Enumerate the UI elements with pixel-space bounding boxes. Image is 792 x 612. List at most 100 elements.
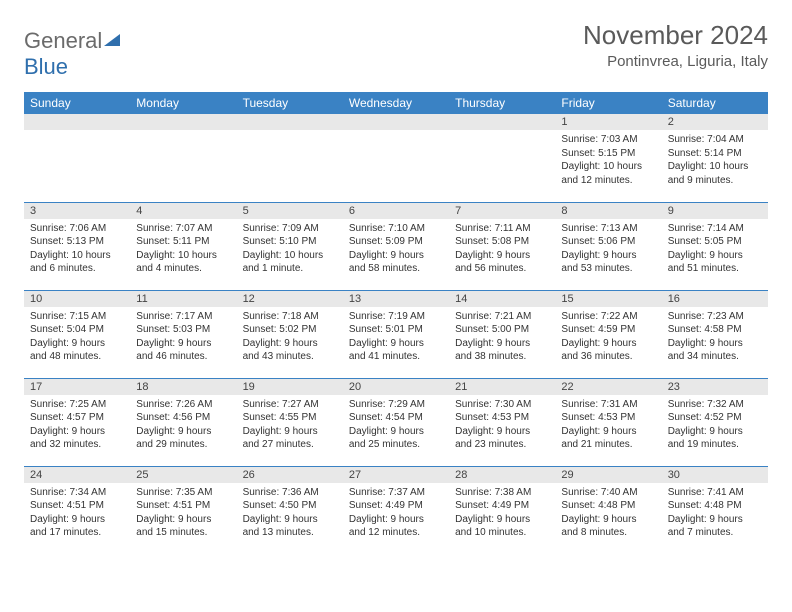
sail-icon	[102, 28, 122, 44]
empty-day-strip	[343, 114, 449, 130]
logo-text: GeneralBlue	[24, 28, 122, 80]
calendar-day: 11Sunrise: 7:17 AMSunset: 5:03 PMDayligh…	[130, 290, 236, 378]
calendar-day-empty	[130, 114, 236, 202]
day-details: Sunrise: 7:26 AMSunset: 4:56 PMDaylight:…	[130, 395, 236, 456]
day-details: Sunrise: 7:35 AMSunset: 4:51 PMDaylight:…	[130, 483, 236, 544]
day-details: Sunrise: 7:29 AMSunset: 4:54 PMDaylight:…	[343, 395, 449, 456]
day-number: 15	[555, 291, 661, 307]
day-details: Sunrise: 7:04 AMSunset: 5:14 PMDaylight:…	[662, 130, 768, 191]
calendar-day: 23Sunrise: 7:32 AMSunset: 4:52 PMDayligh…	[662, 378, 768, 466]
day-number: 6	[343, 203, 449, 219]
day-details: Sunrise: 7:25 AMSunset: 4:57 PMDaylight:…	[24, 395, 130, 456]
calendar-day: 30Sunrise: 7:41 AMSunset: 4:48 PMDayligh…	[662, 466, 768, 554]
weekday-header: Tuesday	[237, 92, 343, 114]
month-title: November 2024	[583, 20, 768, 51]
calendar-day: 19Sunrise: 7:27 AMSunset: 4:55 PMDayligh…	[237, 378, 343, 466]
weekday-header: Wednesday	[343, 92, 449, 114]
calendar-week: 10Sunrise: 7:15 AMSunset: 5:04 PMDayligh…	[24, 290, 768, 378]
day-details: Sunrise: 7:17 AMSunset: 5:03 PMDaylight:…	[130, 307, 236, 368]
day-number: 5	[237, 203, 343, 219]
calendar-day: 18Sunrise: 7:26 AMSunset: 4:56 PMDayligh…	[130, 378, 236, 466]
calendar-week: 17Sunrise: 7:25 AMSunset: 4:57 PMDayligh…	[24, 378, 768, 466]
day-number: 22	[555, 379, 661, 395]
day-number: 2	[662, 114, 768, 130]
weekday-header-row: SundayMondayTuesdayWednesdayThursdayFrid…	[24, 92, 768, 114]
day-details: Sunrise: 7:10 AMSunset: 5:09 PMDaylight:…	[343, 219, 449, 280]
calendar-day: 6Sunrise: 7:10 AMSunset: 5:09 PMDaylight…	[343, 202, 449, 290]
day-number: 19	[237, 379, 343, 395]
day-number: 9	[662, 203, 768, 219]
weekday-header: Friday	[555, 92, 661, 114]
day-details: Sunrise: 7:09 AMSunset: 5:10 PMDaylight:…	[237, 219, 343, 280]
day-number: 23	[662, 379, 768, 395]
calendar-day: 29Sunrise: 7:40 AMSunset: 4:48 PMDayligh…	[555, 466, 661, 554]
day-number: 20	[343, 379, 449, 395]
day-details: Sunrise: 7:41 AMSunset: 4:48 PMDaylight:…	[662, 483, 768, 544]
empty-day-strip	[24, 114, 130, 130]
calendar-table: SundayMondayTuesdayWednesdayThursdayFrid…	[24, 92, 768, 554]
calendar-day-empty	[24, 114, 130, 202]
day-number: 17	[24, 379, 130, 395]
day-details: Sunrise: 7:37 AMSunset: 4:49 PMDaylight:…	[343, 483, 449, 544]
empty-day-strip	[130, 114, 236, 130]
calendar-day: 26Sunrise: 7:36 AMSunset: 4:50 PMDayligh…	[237, 466, 343, 554]
calendar-day: 22Sunrise: 7:31 AMSunset: 4:53 PMDayligh…	[555, 378, 661, 466]
day-details: Sunrise: 7:06 AMSunset: 5:13 PMDaylight:…	[24, 219, 130, 280]
location: Pontinvrea, Liguria, Italy	[583, 53, 768, 70]
calendar-day: 1Sunrise: 7:03 AMSunset: 5:15 PMDaylight…	[555, 114, 661, 202]
calendar-day: 10Sunrise: 7:15 AMSunset: 5:04 PMDayligh…	[24, 290, 130, 378]
calendar-day: 8Sunrise: 7:13 AMSunset: 5:06 PMDaylight…	[555, 202, 661, 290]
day-number: 13	[343, 291, 449, 307]
day-details: Sunrise: 7:34 AMSunset: 4:51 PMDaylight:…	[24, 483, 130, 544]
day-details: Sunrise: 7:27 AMSunset: 4:55 PMDaylight:…	[237, 395, 343, 456]
day-number: 30	[662, 467, 768, 483]
calendar-day: 9Sunrise: 7:14 AMSunset: 5:05 PMDaylight…	[662, 202, 768, 290]
header: GeneralBlue November 2024 Pontinvrea, Li…	[24, 20, 768, 80]
weekday-header: Sunday	[24, 92, 130, 114]
weekday-header: Saturday	[662, 92, 768, 114]
day-details: Sunrise: 7:21 AMSunset: 5:00 PMDaylight:…	[449, 307, 555, 368]
empty-day-strip	[237, 114, 343, 130]
calendar-day: 14Sunrise: 7:21 AMSunset: 5:00 PMDayligh…	[449, 290, 555, 378]
day-details: Sunrise: 7:15 AMSunset: 5:04 PMDaylight:…	[24, 307, 130, 368]
logo-text-grey: General	[24, 28, 102, 53]
day-number: 12	[237, 291, 343, 307]
calendar-day: 13Sunrise: 7:19 AMSunset: 5:01 PMDayligh…	[343, 290, 449, 378]
calendar-day: 15Sunrise: 7:22 AMSunset: 4:59 PMDayligh…	[555, 290, 661, 378]
day-details: Sunrise: 7:30 AMSunset: 4:53 PMDaylight:…	[449, 395, 555, 456]
day-number: 7	[449, 203, 555, 219]
calendar-day: 28Sunrise: 7:38 AMSunset: 4:49 PMDayligh…	[449, 466, 555, 554]
empty-day-strip	[449, 114, 555, 130]
calendar-day: 20Sunrise: 7:29 AMSunset: 4:54 PMDayligh…	[343, 378, 449, 466]
calendar-day-empty	[449, 114, 555, 202]
day-details: Sunrise: 7:14 AMSunset: 5:05 PMDaylight:…	[662, 219, 768, 280]
day-number: 1	[555, 114, 661, 130]
day-number: 24	[24, 467, 130, 483]
day-details: Sunrise: 7:31 AMSunset: 4:53 PMDaylight:…	[555, 395, 661, 456]
day-details: Sunrise: 7:32 AMSunset: 4:52 PMDaylight:…	[662, 395, 768, 456]
day-details: Sunrise: 7:18 AMSunset: 5:02 PMDaylight:…	[237, 307, 343, 368]
calendar-day: 16Sunrise: 7:23 AMSunset: 4:58 PMDayligh…	[662, 290, 768, 378]
calendar-day: 25Sunrise: 7:35 AMSunset: 4:51 PMDayligh…	[130, 466, 236, 554]
calendar-day: 3Sunrise: 7:06 AMSunset: 5:13 PMDaylight…	[24, 202, 130, 290]
day-number: 11	[130, 291, 236, 307]
day-number: 3	[24, 203, 130, 219]
day-number: 29	[555, 467, 661, 483]
day-details: Sunrise: 7:23 AMSunset: 4:58 PMDaylight:…	[662, 307, 768, 368]
calendar-day-empty	[237, 114, 343, 202]
weekday-header: Monday	[130, 92, 236, 114]
day-details: Sunrise: 7:38 AMSunset: 4:49 PMDaylight:…	[449, 483, 555, 544]
day-details: Sunrise: 7:19 AMSunset: 5:01 PMDaylight:…	[343, 307, 449, 368]
calendar-body: 1Sunrise: 7:03 AMSunset: 5:15 PMDaylight…	[24, 114, 768, 554]
day-number: 27	[343, 467, 449, 483]
day-details: Sunrise: 7:03 AMSunset: 5:15 PMDaylight:…	[555, 130, 661, 191]
calendar-week: 3Sunrise: 7:06 AMSunset: 5:13 PMDaylight…	[24, 202, 768, 290]
calendar-day: 12Sunrise: 7:18 AMSunset: 5:02 PMDayligh…	[237, 290, 343, 378]
calendar-day-empty	[343, 114, 449, 202]
calendar-week: 24Sunrise: 7:34 AMSunset: 4:51 PMDayligh…	[24, 466, 768, 554]
day-number: 21	[449, 379, 555, 395]
day-number: 18	[130, 379, 236, 395]
calendar-day: 4Sunrise: 7:07 AMSunset: 5:11 PMDaylight…	[130, 202, 236, 290]
day-details: Sunrise: 7:07 AMSunset: 5:11 PMDaylight:…	[130, 219, 236, 280]
day-number: 4	[130, 203, 236, 219]
